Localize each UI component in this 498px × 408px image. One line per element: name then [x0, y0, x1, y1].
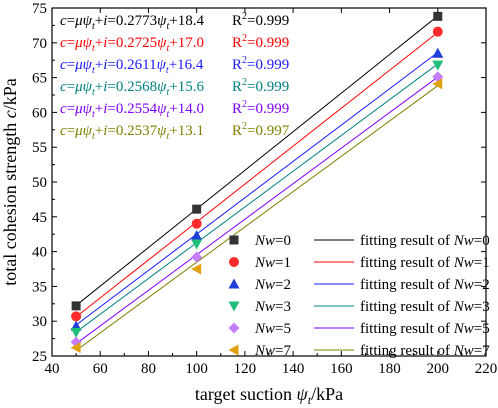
r-squared-nw-0: R2=0.999: [232, 11, 289, 29]
data-point-nw-0: [71, 301, 81, 311]
legend-label-nw-0: Nw=0: [254, 233, 291, 249]
legend-marker-nw-1: [229, 257, 239, 267]
legend-fit-label-nw-1: fitting result of Nw=1: [360, 255, 490, 271]
fit-equation-nw-3: c=μψt+i=0.2568ψt+15.6: [60, 79, 204, 98]
data-point-nw-0: [433, 11, 443, 21]
x-tick-label: 120: [234, 361, 257, 377]
data-point-nw-7: [191, 263, 202, 275]
r-squared-nw-7: R2=0.997: [232, 121, 290, 139]
legend-marker-nw-7: [228, 344, 239, 356]
legend-marker-nw-2: [228, 278, 240, 289]
fit-line-nw-2: [75, 52, 439, 326]
data-point-nw-0: [192, 204, 202, 214]
x-tick-label: 140: [282, 361, 305, 377]
x-tick-label: 40: [45, 361, 60, 377]
legend-marker-nw-5: [228, 322, 240, 334]
fit-line-nw-3: [75, 63, 439, 333]
x-tick-label: 220: [475, 361, 498, 377]
data-point-nw-3: [70, 327, 82, 338]
y-tick-label: 35: [32, 279, 47, 295]
legend-label-nw-1: Nw=1: [254, 255, 291, 271]
legend-label-nw-5: Nw=5: [254, 321, 291, 337]
fit-equation-nw-2: c=μψt+i=0.2611ψt+16.4: [60, 57, 204, 76]
x-tick-label: 180: [378, 361, 401, 377]
fit-equation-nw-7: c=μψt+i=0.2537ψt+13.1: [60, 123, 204, 142]
axes: 40 60 80 100 120 140 160 180 200 220 25 30 35 40 45 50 5…: [32, 1, 497, 377]
legend-marker-nw-0: [229, 235, 239, 245]
data-point-nw-2: [432, 47, 444, 58]
legend-fit-label-nw-0: fitting result of Nw=0: [360, 233, 490, 249]
legend-marker-nw-3: [228, 301, 240, 312]
fit-line-nw-7: [75, 85, 439, 351]
x-tick-label: 200: [427, 361, 450, 377]
fit-equation-nw-5: c=μψt+i=0.2554ψt+14.0: [60, 101, 204, 120]
data-point-nw-3: [191, 239, 203, 250]
data-point-nw-7: [70, 342, 81, 354]
x-tick-label: 160: [330, 361, 353, 377]
legend-fit-label-nw-2: fitting result of Nw=2: [360, 277, 490, 293]
fit-equation-nw-1: c=μψt+i=0.2725ψt+17.0: [60, 35, 204, 54]
r-squared-nw-2: R2=0.999: [232, 55, 289, 73]
fit-line-nw-0: [75, 15, 439, 306]
y-tick-label: 50: [32, 175, 47, 191]
x-axis-label: target suction ψt/kPa: [195, 384, 343, 407]
data-point-nw-1: [432, 26, 443, 37]
y-tick-label: 65: [32, 71, 47, 87]
y-tick-label: 45: [32, 210, 47, 226]
legend-fit-label-nw-3: fitting result of Nw=3: [360, 299, 490, 315]
x-tick-label: 100: [185, 361, 208, 377]
legend: Nw=0 fitting result of Nw=0 Nw=1 fitting re…: [228, 233, 490, 359]
y-tick-label: 25: [32, 349, 47, 365]
legend-label-nw-3: Nw=3: [254, 299, 291, 315]
fit-lines: [75, 15, 439, 351]
legend-fit-label-nw-5: fitting result of Nw=5: [360, 321, 490, 337]
legend-fit-label-nw-7: fitting result of Nw=7: [360, 343, 490, 359]
data-point-nw-2: [191, 230, 203, 241]
fit-equations: c=μψt+i=0.2773ψt+18.4 R2=0.999 c=μψt+i=0.2…: [60, 11, 290, 142]
data-point-nw-1: [191, 218, 202, 229]
data-point-nw-1: [71, 311, 82, 322]
fit-line-nw-1: [75, 31, 439, 318]
data-point-nw-5: [191, 251, 203, 263]
legend-label-nw-7: Nw=7: [254, 343, 291, 359]
y-tick-label: 55: [32, 140, 47, 156]
x-tick-label: 60: [93, 361, 108, 377]
r-squared-nw-5: R2=0.999: [232, 99, 289, 117]
fit-line-nw-5: [75, 76, 439, 345]
data-point-nw-7: [432, 78, 443, 90]
fit-equation-nw-0: c=μψt+i=0.2773ψt+18.4: [60, 13, 204, 32]
y-tick-label: 30: [32, 314, 47, 330]
y-tick-label: 60: [32, 105, 47, 121]
legend-label-nw-2: Nw=2: [254, 277, 291, 293]
y-tick-label: 75: [32, 1, 47, 17]
r-squared-nw-3: R2=0.999: [232, 77, 289, 95]
data-points: [70, 11, 444, 354]
y-tick-label: 40: [32, 245, 47, 261]
r-squared-nw-1: R2=0.999: [232, 33, 289, 51]
y-axis-label: total cohesion strength c/kPa: [0, 78, 20, 285]
data-point-nw-3: [432, 60, 444, 71]
y-tick-label: 70: [32, 36, 47, 52]
x-tick-label: 80: [141, 361, 156, 377]
